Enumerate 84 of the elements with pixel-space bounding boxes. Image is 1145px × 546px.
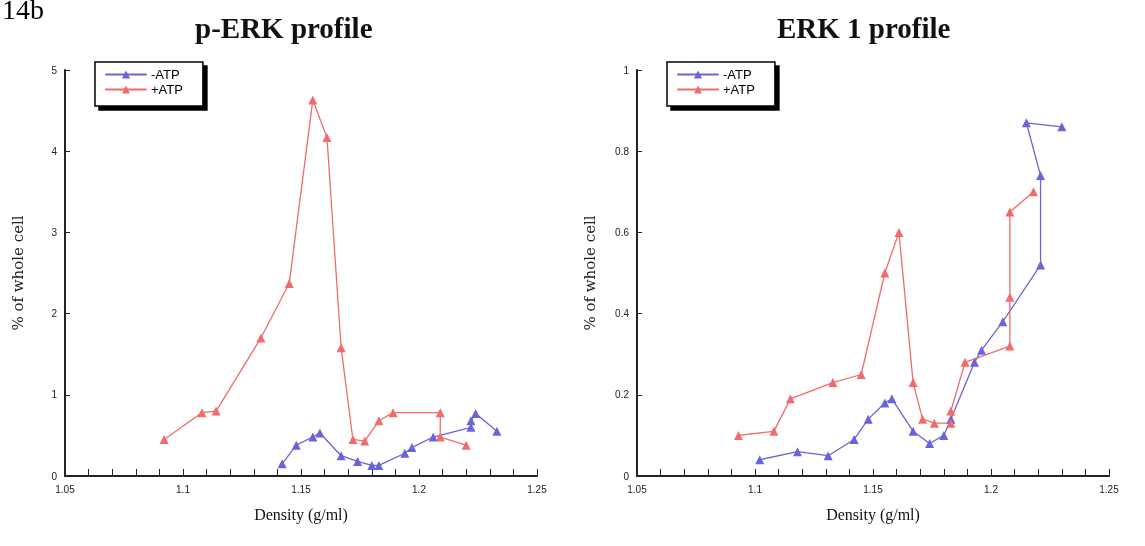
- point: [374, 460, 384, 470]
- legend-label: +ATP: [723, 82, 755, 97]
- point: [211, 406, 221, 416]
- legend-label: -ATP: [151, 67, 180, 82]
- y-tick-label: 3: [51, 226, 58, 238]
- text: 14b: [2, 0, 44, 26]
- point: [400, 448, 410, 458]
- point: [388, 408, 398, 418]
- point: [849, 434, 859, 444]
- x-tick-label: 1.2: [984, 483, 999, 495]
- x-tick-label: 1.15: [291, 483, 312, 495]
- point: [407, 443, 417, 453]
- point: [1005, 341, 1015, 351]
- x-tick-label: 1.1: [748, 483, 763, 495]
- y-axis-title: % of whole cell: [580, 215, 599, 331]
- point: [1028, 187, 1038, 197]
- point: [908, 378, 918, 388]
- y-tick-label: 0: [51, 470, 58, 482]
- point: [336, 343, 346, 353]
- y-tick-label: 2: [51, 308, 58, 320]
- x-tick-label: 1.2: [412, 483, 427, 495]
- chart-title: ERK 1 profile: [777, 11, 951, 44]
- point: [471, 408, 481, 418]
- point: [769, 426, 779, 436]
- point: [336, 451, 346, 461]
- x-axis-title: Density (g/ml): [826, 505, 920, 524]
- point: [925, 439, 935, 449]
- point: [863, 414, 873, 424]
- y-tick-label: 0.8: [615, 145, 630, 157]
- x-axis-title: Density (g/ml): [254, 505, 348, 524]
- y-tick-label: 0: [623, 470, 630, 482]
- point: [856, 370, 866, 379]
- point: [828, 378, 838, 388]
- point: [733, 430, 743, 440]
- x-tick-label: 1.25: [527, 483, 548, 495]
- chart-title: p-ERK profile: [195, 11, 373, 44]
- y-tick-label: 4: [51, 145, 58, 157]
- point: [918, 414, 928, 424]
- point: [946, 418, 956, 428]
- point: [367, 460, 377, 470]
- x-tick-label: 1.1: [176, 483, 191, 495]
- point: [1005, 207, 1015, 217]
- point: [197, 408, 207, 418]
- x-tick-label: 1.05: [55, 483, 76, 495]
- y-tick-label: 5: [51, 64, 58, 76]
- point: [360, 436, 370, 446]
- point: [908, 426, 918, 436]
- point: [322, 132, 332, 142]
- point: [461, 440, 471, 450]
- point: [348, 434, 358, 444]
- point: [291, 440, 301, 450]
- point: [1036, 260, 1046, 270]
- point: [308, 432, 318, 442]
- y-tick-label: 1: [623, 64, 630, 76]
- point: [969, 357, 979, 367]
- point: [435, 432, 445, 442]
- point: [1036, 171, 1046, 181]
- y-tick-label: 0.4: [615, 308, 630, 320]
- point: [946, 406, 956, 416]
- y-tick-label: 0.6: [615, 226, 630, 238]
- point: [939, 430, 949, 440]
- point: [880, 268, 890, 278]
- y-tick-label: 0.2: [615, 389, 630, 401]
- point: [284, 279, 294, 289]
- point: [960, 357, 970, 367]
- point: [308, 95, 318, 105]
- y-axis-title: % of whole cell: [8, 215, 27, 331]
- point: [929, 418, 939, 428]
- point: [428, 432, 438, 442]
- legend-label: -ATP: [723, 67, 752, 82]
- x-tick-label: 1.25: [1099, 483, 1120, 495]
- legend-label: +ATP: [151, 82, 183, 97]
- point: [353, 456, 363, 466]
- point: [492, 426, 502, 436]
- point: [466, 416, 476, 426]
- point: [1005, 292, 1015, 302]
- point: [159, 434, 169, 444]
- point: [894, 227, 904, 237]
- y-tick-label: 1: [51, 389, 58, 401]
- point: [792, 447, 802, 457]
- x-tick-label: 1.05: [627, 483, 648, 495]
- x-tick-label: 1.15: [863, 483, 884, 495]
- point: [977, 345, 987, 355]
- point: [1021, 118, 1031, 128]
